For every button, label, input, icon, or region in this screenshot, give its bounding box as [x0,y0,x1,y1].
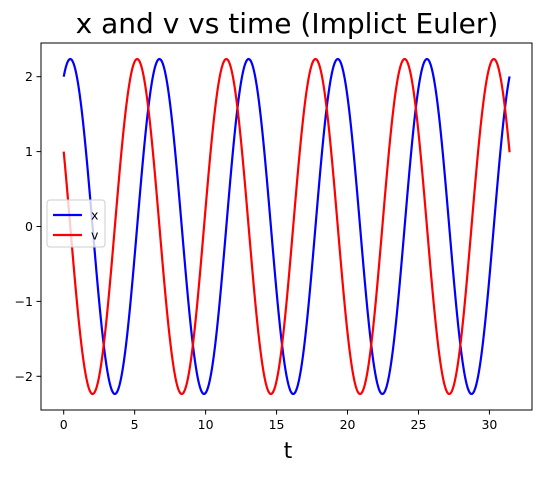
x-tick-label-4: 20 [340,417,356,432]
y-tick-label-0: 2 [25,69,33,84]
x-tick-label-1: 5 [131,417,139,432]
legend: x v [46,199,106,248]
series-line-v [62,57,511,396]
x-tick-label-5: 25 [411,417,427,432]
x-tick-label-2: 10 [198,417,214,432]
y-tick-label-3: −1 [15,294,33,309]
x-tick-label-0: 0 [60,417,68,432]
legend-label-v: v [91,228,99,243]
series-layer [62,57,511,396]
x-axis: 0 5 10 15 20 25 30 [60,410,497,432]
y-axis: 2 1 0 −1 −2 [15,69,41,384]
series-line-x [62,57,511,396]
x-tick-label-6: 30 [481,417,497,432]
y-tick-label-1: 1 [25,144,33,159]
x-axis-label: t [284,439,293,464]
x-tick-label-3: 15 [269,417,285,432]
y-tick-label-4: −2 [15,369,33,384]
chart-title: x and v vs time (Implict Euler) [76,7,499,40]
y-tick-label-2: 0 [25,219,33,234]
legend-label-x: x [91,208,98,223]
